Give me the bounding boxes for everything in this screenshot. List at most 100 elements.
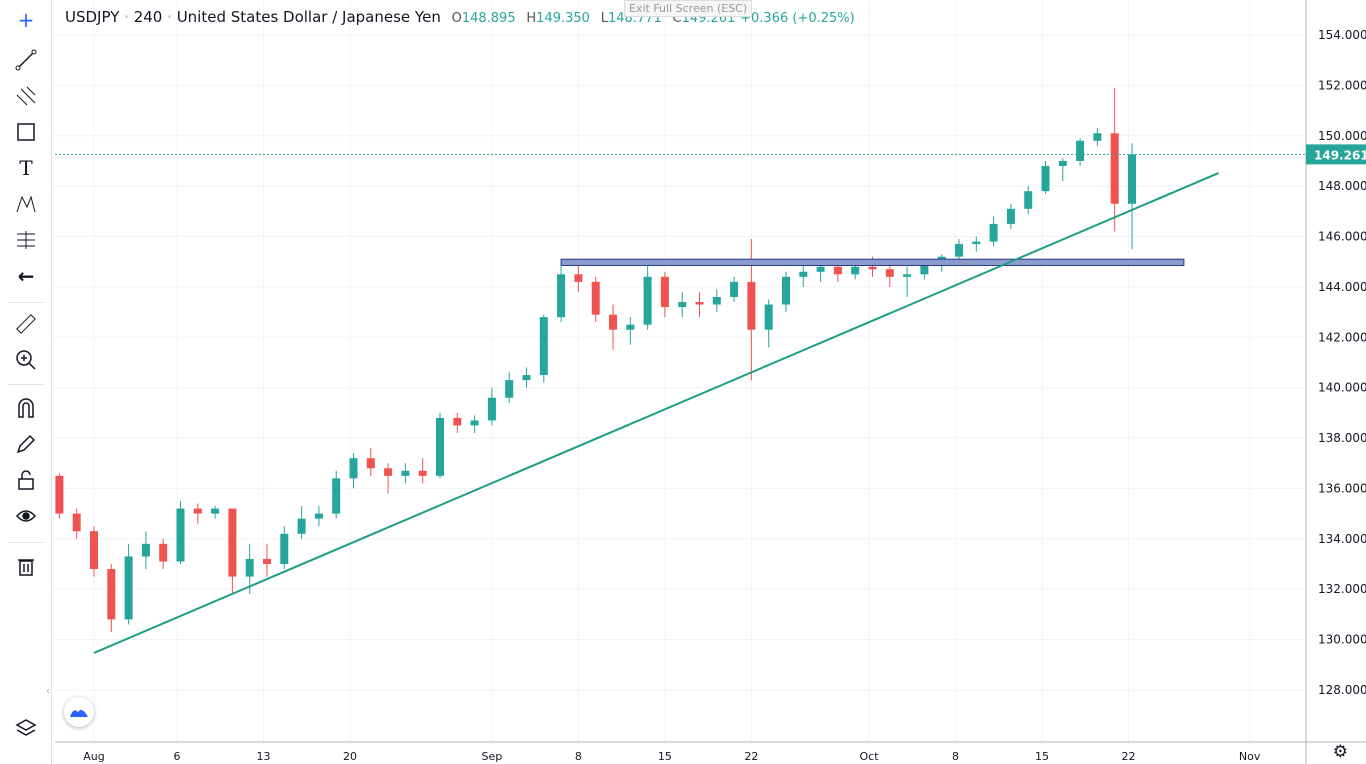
candle-body: [557, 274, 566, 318]
open-label: O: [451, 11, 462, 26]
layers-icon[interactable]: [10, 712, 42, 744]
pitchfork-icon[interactable]: [10, 80, 42, 112]
x-tick-label: 22: [744, 750, 758, 763]
eye-icon[interactable]: [10, 500, 42, 532]
candle-body: [211, 508, 220, 514]
trash-icon[interactable]: [10, 550, 42, 582]
candle-body: [885, 269, 894, 277]
candle-body: [159, 543, 168, 562]
back-arrow-icon[interactable]: ←: [17, 264, 35, 288]
x-tick-label: 22: [1122, 750, 1136, 763]
zoom-in-icon[interactable]: [10, 344, 42, 376]
x-tick-label: Oct: [860, 750, 880, 763]
candle-body: [124, 556, 133, 620]
candle-body: [487, 397, 496, 421]
candle-body: [1058, 160, 1067, 166]
candle-body: [747, 281, 756, 330]
candle-body: [505, 380, 514, 398]
rectangle-icon[interactable]: [10, 116, 42, 148]
y-tick-label: 130.000: [1318, 633, 1366, 647]
candle-body: [574, 274, 583, 282]
x-tick-label: Aug: [83, 750, 104, 763]
y-tick-label: 154.000: [1318, 28, 1366, 42]
y-tick-label: 138.000: [1318, 431, 1366, 445]
divider: [8, 542, 44, 543]
candle-body: [314, 513, 323, 519]
candle-body: [1041, 165, 1050, 192]
settings-gear-icon[interactable]: ⚙: [1332, 742, 1348, 762]
x-tick-label: 15: [658, 750, 672, 763]
y-tick-label: 142.000: [1318, 330, 1366, 344]
candle-body: [851, 266, 860, 275]
candle-body: [730, 281, 739, 297]
candle-body: [401, 470, 410, 476]
trend-line-icon[interactable]: [10, 44, 42, 76]
high-label: H: [526, 11, 537, 26]
lock-drawing-icon[interactable]: [10, 428, 42, 460]
candle-body: [176, 508, 185, 562]
candle-body: [263, 558, 271, 564]
candle-body: [989, 223, 998, 242]
candle-body: [920, 264, 929, 275]
description: United States Dollar / Japanese Yen: [176, 8, 441, 26]
y-tick-label: 150.000: [1318, 129, 1366, 143]
candle-body: [1110, 133, 1119, 204]
unlock-icon[interactable]: [10, 464, 42, 496]
candle-body: [1024, 191, 1033, 209]
magnet-icon[interactable]: [10, 392, 42, 424]
candle-body: [764, 304, 773, 330]
symbol: USDJPY: [65, 8, 120, 26]
collapse-toolbar-handle[interactable]: ‹: [46, 686, 50, 697]
candle-body: [1128, 154, 1136, 204]
candle-body: [695, 302, 704, 305]
ascending-trendline[interactable]: [93, 172, 1219, 654]
candle-body: [90, 531, 98, 570]
open-value: 148.895: [461, 11, 516, 26]
interval: 240: [133, 8, 163, 26]
candle-body: [868, 266, 877, 270]
candle-body: [591, 281, 600, 315]
candle-body: [833, 266, 842, 275]
exit-fullscreen-hint[interactable]: Exit Full Screen (ESC): [624, 0, 753, 17]
last-price-badge: [1306, 144, 1366, 165]
candle-body: [72, 513, 81, 532]
price-chart[interactable]: 128.000 130.000 132.000 134.000 136.000 138.0…: [55, 0, 1366, 764]
y-tick-label: 152.000: [1318, 78, 1366, 92]
candle-body: [436, 417, 444, 476]
candle-body: [453, 417, 462, 426]
candle-body: [799, 271, 808, 277]
y-tick-label: 134.000: [1318, 532, 1366, 546]
candle-body: [903, 274, 912, 277]
drawing-toolbar: + T ←: [0, 0, 52, 764]
candle-body: [660, 276, 669, 308]
y-tick-label: 132.000: [1318, 582, 1366, 596]
y-tick-label: 148.000: [1318, 179, 1366, 193]
candle-body: [609, 314, 617, 330]
candle-body: [955, 244, 963, 257]
crosshair-icon[interactable]: +: [17, 8, 35, 32]
x-tick-label: 8: [575, 750, 582, 763]
candle-body: [1093, 133, 1102, 141]
pattern-icon[interactable]: [10, 188, 42, 220]
x-tick-label: 20: [343, 750, 357, 763]
text-icon[interactable]: T: [19, 156, 33, 180]
low-label: L: [600, 11, 608, 26]
candle-body: [712, 296, 721, 305]
candle-body: [366, 458, 375, 469]
candle-body: [297, 518, 306, 534]
resistance-zone-rectangle[interactable]: [560, 258, 1185, 266]
change-value: +0.366 (+0.25%): [740, 11, 855, 26]
measure-position-icon[interactable]: [10, 224, 42, 256]
candle-body: [193, 508, 202, 514]
candle-body: [678, 302, 687, 308]
separator: ·: [167, 8, 172, 26]
ruler-icon[interactable]: [10, 308, 42, 340]
candle-body: [782, 276, 790, 305]
candle-body: [228, 508, 237, 577]
y-tick-label: 136.000: [1318, 481, 1366, 495]
candle-body: [816, 266, 825, 272]
y-tick-label: 128.000: [1318, 683, 1366, 697]
candle-body: [280, 533, 289, 564]
tradingview-logo-icon[interactable]: [64, 697, 94, 727]
y-tick-label: 144.000: [1318, 280, 1366, 294]
